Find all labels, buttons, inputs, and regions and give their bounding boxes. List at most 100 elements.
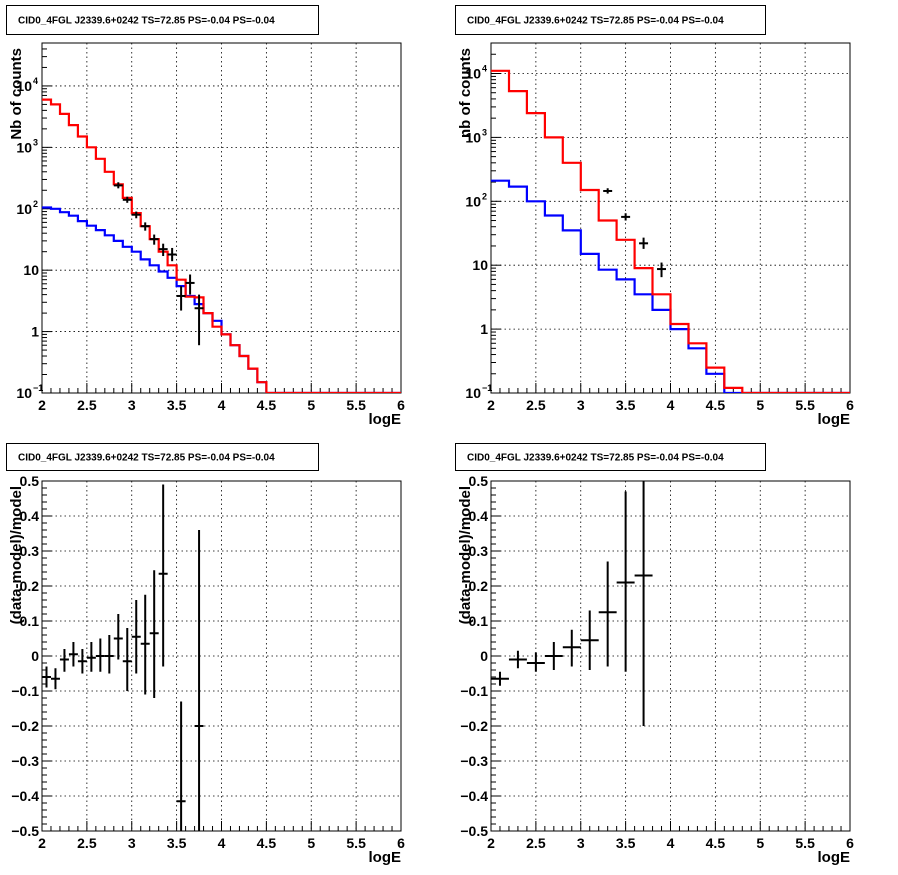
x-tick-label: 5 <box>756 397 764 413</box>
y-tick-exponent: −1 <box>482 383 492 393</box>
data-point <box>621 213 631 221</box>
x-tick-label: 2 <box>38 397 46 413</box>
grid-lines <box>491 43 850 393</box>
y-tick-label: 10 <box>16 201 32 217</box>
data-point <box>491 671 509 686</box>
data-point <box>68 642 78 667</box>
y-tick-label: 10 <box>23 262 39 278</box>
chart-title-box <box>455 5 766 35</box>
y-tick-label: 0.4 <box>20 508 40 524</box>
data-point <box>167 247 177 262</box>
x-tick-label: 4.5 <box>706 835 726 851</box>
data-points <box>113 182 204 346</box>
y-tick-label: −0.5 <box>460 823 488 839</box>
x-tick-label: 5 <box>307 397 315 413</box>
data-points <box>491 481 653 726</box>
y-tick-label: −0.5 <box>11 823 39 839</box>
y-tick-label: 10 <box>465 129 481 145</box>
y-tick-exponent: 3 <box>33 137 38 147</box>
chart-title: CID0_4FGL J2339.6+0242 TS=72.85 PS=-0.04… <box>18 453 275 464</box>
y-tick-label: −0.4 <box>460 788 488 804</box>
y-tick-label: 10 <box>16 78 32 94</box>
y-tick-label: 0.3 <box>20 543 40 559</box>
data-point <box>176 701 186 831</box>
x-axis-title: logE <box>818 411 851 428</box>
x-tick-label: 4.5 <box>257 397 277 413</box>
data-point <box>131 211 141 219</box>
data-point <box>158 243 168 257</box>
data-point <box>113 182 123 189</box>
x-tick-label: 2.5 <box>77 397 97 413</box>
data-point <box>140 222 150 231</box>
x-tick-label: 6 <box>397 835 405 851</box>
y-tick-exponent: 2 <box>482 191 487 201</box>
y-axis-title: (data-model)/model <box>8 486 25 624</box>
chart-panel-counts-left: CID0_4FGL J2339.6+0242 TS=72.85 PS=-0.04… <box>6 5 405 428</box>
y-axis-title: nb of counts <box>457 48 474 138</box>
y-tick-label: 10 <box>465 65 481 81</box>
x-tick-label: 5.5 <box>795 397 815 413</box>
x-tick-label: 5.5 <box>795 835 815 851</box>
total-model-histogram <box>42 98 401 393</box>
y-tick-label: 0.4 <box>469 508 489 524</box>
x-tick-label: 6 <box>846 835 854 851</box>
data-point <box>598 561 617 667</box>
y-tick-label: 0.1 <box>20 613 40 629</box>
x-tick-label: 2 <box>487 835 495 851</box>
y-tick-label: −0.3 <box>11 753 39 769</box>
chart-title-box <box>6 443 319 471</box>
x-tick-label: 3 <box>128 835 136 851</box>
x-axis: 2 2.5 3 3.5 4 4.5 5 5.5 6 <box>487 383 854 413</box>
data-point <box>122 196 132 203</box>
data-point <box>104 635 114 674</box>
x-tick-label: 5 <box>756 835 764 851</box>
data-point <box>86 642 96 672</box>
x-tick-label: 2.5 <box>526 835 546 851</box>
data-point <box>176 286 186 311</box>
data-point <box>526 652 545 672</box>
y-axis: −0.5 −0.4 −0.3 −0.2 −0.1 0 0.1 0.2 0.3 0.4 0.5 <box>11 473 52 839</box>
x-tick-label: 4 <box>218 397 226 413</box>
data-point <box>562 629 581 667</box>
x-tick-label: 3.5 <box>167 835 187 851</box>
x-tick-label: 4 <box>667 397 675 413</box>
y-tick-label: 10 <box>16 139 32 155</box>
y-tick-label: 10 <box>472 257 488 273</box>
y-tick-label: −0.3 <box>460 753 488 769</box>
y-tick-label: −0.2 <box>11 718 39 734</box>
x-axis-title: logE <box>818 849 851 866</box>
x-tick-label: 3.5 <box>616 397 636 413</box>
x-tick-label: 3.5 <box>167 397 187 413</box>
data-points <box>603 188 667 278</box>
x-tick-label: 4 <box>218 835 226 851</box>
y-tick-label: 10 <box>465 193 481 209</box>
y-tick-label: 0 <box>31 648 39 664</box>
y-tick-exponent: 2 <box>33 199 38 209</box>
chart-title: CID0_4FGL J2339.6+0242 TS=72.85 PS=-0.04… <box>467 453 724 464</box>
data-point <box>77 649 87 674</box>
data-point <box>42 666 51 688</box>
data-point <box>149 234 159 245</box>
data-point <box>657 262 667 278</box>
x-tick-label: 6 <box>846 397 854 413</box>
data-point <box>544 642 563 670</box>
data-point <box>50 668 60 690</box>
y-tick-exponent: −1 <box>33 383 43 393</box>
y-axis-title: Nb of counts <box>8 48 25 140</box>
data-point <box>616 491 635 672</box>
y-tick-label: 0.5 <box>469 473 489 489</box>
chart-title: CID0_4FGL J2339.6+0242 TS=72.85 PS=-0.04… <box>18 16 275 27</box>
x-tick-label: 2 <box>38 835 46 851</box>
data-point <box>122 628 132 691</box>
y-tick-exponent: 4 <box>33 76 38 86</box>
data-point <box>59 649 69 672</box>
x-tick-label: 4 <box>667 835 675 851</box>
data-point <box>149 570 159 698</box>
chart-panel-counts-right: CID0_4FGL J2339.6+0242 TS=72.85 PS=-0.04… <box>455 5 854 428</box>
x-tick-label: 5 <box>307 835 315 851</box>
background-model-histogram <box>491 179 850 393</box>
x-tick-label: 5.5 <box>346 397 366 413</box>
x-axis: 2 2.5 3 3.5 4 4.5 5 5.5 6 <box>38 383 405 413</box>
